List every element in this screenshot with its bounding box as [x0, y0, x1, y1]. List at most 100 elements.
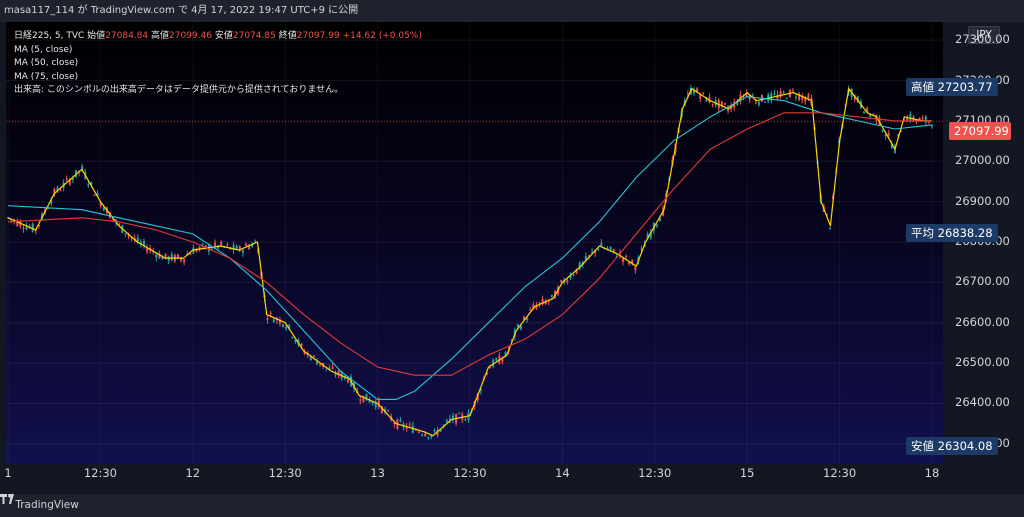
candle-body: [418, 431, 421, 433]
candle-body: [702, 92, 705, 94]
high-price-tag: 高値 27203.77: [906, 78, 998, 96]
candle-body: [504, 351, 507, 357]
candle-body: [442, 424, 445, 426]
candle-body: [801, 95, 804, 100]
candle-body: [532, 304, 535, 309]
candle-body: [238, 245, 241, 252]
candle-body: [921, 117, 924, 120]
candle-body: [427, 436, 430, 438]
candle-body: [529, 309, 532, 311]
candle-body: [269, 313, 272, 315]
avg-tag-value: 26838.28: [937, 226, 993, 240]
legend-ma50[interactable]: MA (50, close): [14, 58, 79, 69]
candle-body: [866, 107, 869, 113]
candle-body: [380, 406, 383, 413]
candle-body: [248, 246, 251, 250]
avg-tag-label: 平均: [911, 226, 934, 240]
candle-body: [244, 243, 247, 246]
legend-ma75[interactable]: MA (75, close): [14, 71, 79, 82]
candle-body: [331, 367, 334, 369]
footer-brand[interactable]: TradingView: [15, 499, 79, 511]
candle-body: [288, 324, 291, 329]
candle-body: [50, 200, 53, 204]
candle-body: [581, 261, 584, 265]
time-tick-label: 1: [4, 466, 12, 480]
candle-body: [804, 97, 807, 102]
currency-button[interactable]: JPY: [968, 26, 1000, 44]
candle-body: [155, 254, 158, 258]
candle-body: [495, 358, 498, 361]
candle-body: [176, 254, 179, 258]
candle-body: [510, 339, 513, 341]
time-tick-label: 15: [739, 466, 755, 480]
legend-ma5[interactable]: MA (5, close): [14, 44, 73, 55]
time-tick-label: 18: [924, 466, 940, 480]
candle-body: [220, 241, 223, 246]
candle-body: [807, 94, 810, 99]
time-axis[interactable]: [6, 464, 943, 494]
legend-low-value: 27074.85: [232, 31, 276, 41]
candle-body: [736, 102, 739, 105]
candle-body: [316, 361, 319, 365]
candle-body: [68, 179, 71, 185]
candle-body: [65, 178, 68, 180]
publish-info-bar: masa117_114 が TradingView.com で 4月 17, 2…: [0, 0, 1024, 22]
candle-body: [251, 244, 254, 247]
candle-body: [285, 326, 288, 329]
candle-body: [770, 93, 773, 101]
legend-open-value: 27084.84: [105, 31, 149, 41]
candle-body: [346, 379, 349, 383]
price-tick-label: 26700.00: [955, 274, 1010, 289]
candle-body: [782, 92, 785, 94]
candle-body: [7, 217, 9, 219]
candle-body: [535, 305, 538, 309]
candle-body: [621, 258, 624, 262]
price-tick-label: 26600.00: [955, 314, 1010, 329]
candle-body: [226, 244, 229, 246]
candle-body: [198, 246, 201, 250]
candle-body: [609, 246, 612, 250]
candle-body: [445, 420, 448, 422]
candle-body: [745, 93, 748, 97]
candle-body: [142, 241, 145, 246]
candle-body: [136, 237, 139, 243]
price-chart[interactable]: [6, 22, 943, 464]
candle-body: [421, 434, 424, 436]
candle-body: [492, 359, 495, 367]
candle-body: [93, 194, 96, 196]
candle-body: [164, 253, 167, 258]
candle-body: [362, 395, 365, 403]
candle-body: [560, 280, 563, 283]
candle-body: [161, 256, 164, 260]
candle-body: [217, 245, 220, 249]
candle-body: [278, 319, 281, 324]
candle-body: [99, 202, 102, 207]
candle-body: [853, 95, 856, 100]
candle-body: [180, 258, 183, 261]
candle-body: [235, 246, 238, 251]
candle-body: [232, 244, 235, 251]
candle-body: [387, 410, 390, 412]
candle-body: [16, 220, 19, 226]
candle-body: [479, 389, 482, 391]
candle-body: [291, 337, 294, 339]
candle-body: [686, 94, 689, 96]
ma75-line: [7, 112, 932, 376]
candle-body: [433, 430, 436, 432]
candle-body: [485, 373, 488, 375]
candle-body: [139, 242, 142, 245]
candle-body: [393, 422, 396, 425]
candle-body: [798, 93, 801, 100]
candle-body: [384, 409, 387, 412]
candle-body: [779, 91, 782, 98]
legend-high-value: 27099.46: [169, 31, 212, 41]
candle-body: [927, 121, 930, 123]
candle-body: [399, 420, 402, 422]
candle-body: [368, 399, 371, 403]
candle-body: [897, 134, 900, 136]
legend-volume-note: 出来高: このシンボルの出来高データはデータ提供元から提供されておりません。: [14, 85, 344, 96]
chart-plot-area[interactable]: [6, 22, 943, 464]
chart-legend: 日経225, 5, TVC 始値27084.84 高値27099.46 安値27…: [14, 30, 422, 98]
price-tick-label: 26400.00: [955, 395, 1010, 410]
candle-body: [359, 399, 362, 401]
